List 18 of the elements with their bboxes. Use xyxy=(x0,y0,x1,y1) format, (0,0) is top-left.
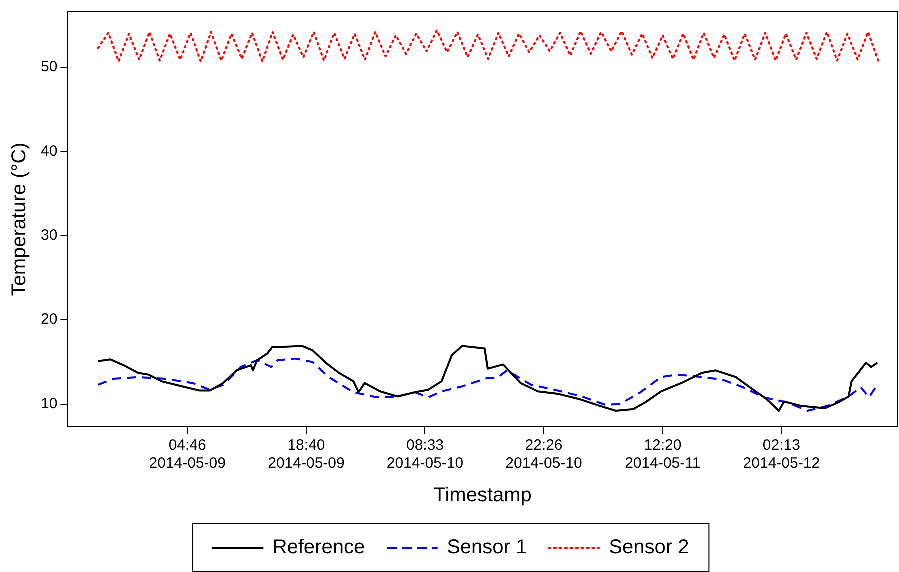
y-tick-label: 10 xyxy=(40,395,58,412)
legend-label: Reference xyxy=(272,536,366,559)
y-tick-label: 50 xyxy=(40,58,58,76)
x-tick-label: 18:40 2014-05-09 xyxy=(268,437,345,472)
y-tick-label: 30 xyxy=(40,227,58,244)
legend-label: Sensor 1 xyxy=(447,536,528,559)
x-tick-label: 04:46 2014-05-09 xyxy=(149,437,226,472)
line-series xyxy=(97,358,878,412)
y-axis-title: Temperature (°C) xyxy=(8,142,31,296)
x-tick-label: 12:20 2014-05-11 xyxy=(625,437,701,472)
y-tick-label: 40 xyxy=(40,142,58,160)
legend-label: Sensor 2 xyxy=(609,536,690,559)
x-tick-label: 22:26 2014-05-10 xyxy=(506,437,582,472)
x-tick-label: 08:33 2014-05-10 xyxy=(386,437,464,472)
y-tick-label: 20 xyxy=(40,311,58,328)
line-series xyxy=(97,30,880,63)
x-tick-label: 02:13 2014-05-12 xyxy=(743,437,820,472)
x-axis-title: Timestamp xyxy=(434,484,532,507)
